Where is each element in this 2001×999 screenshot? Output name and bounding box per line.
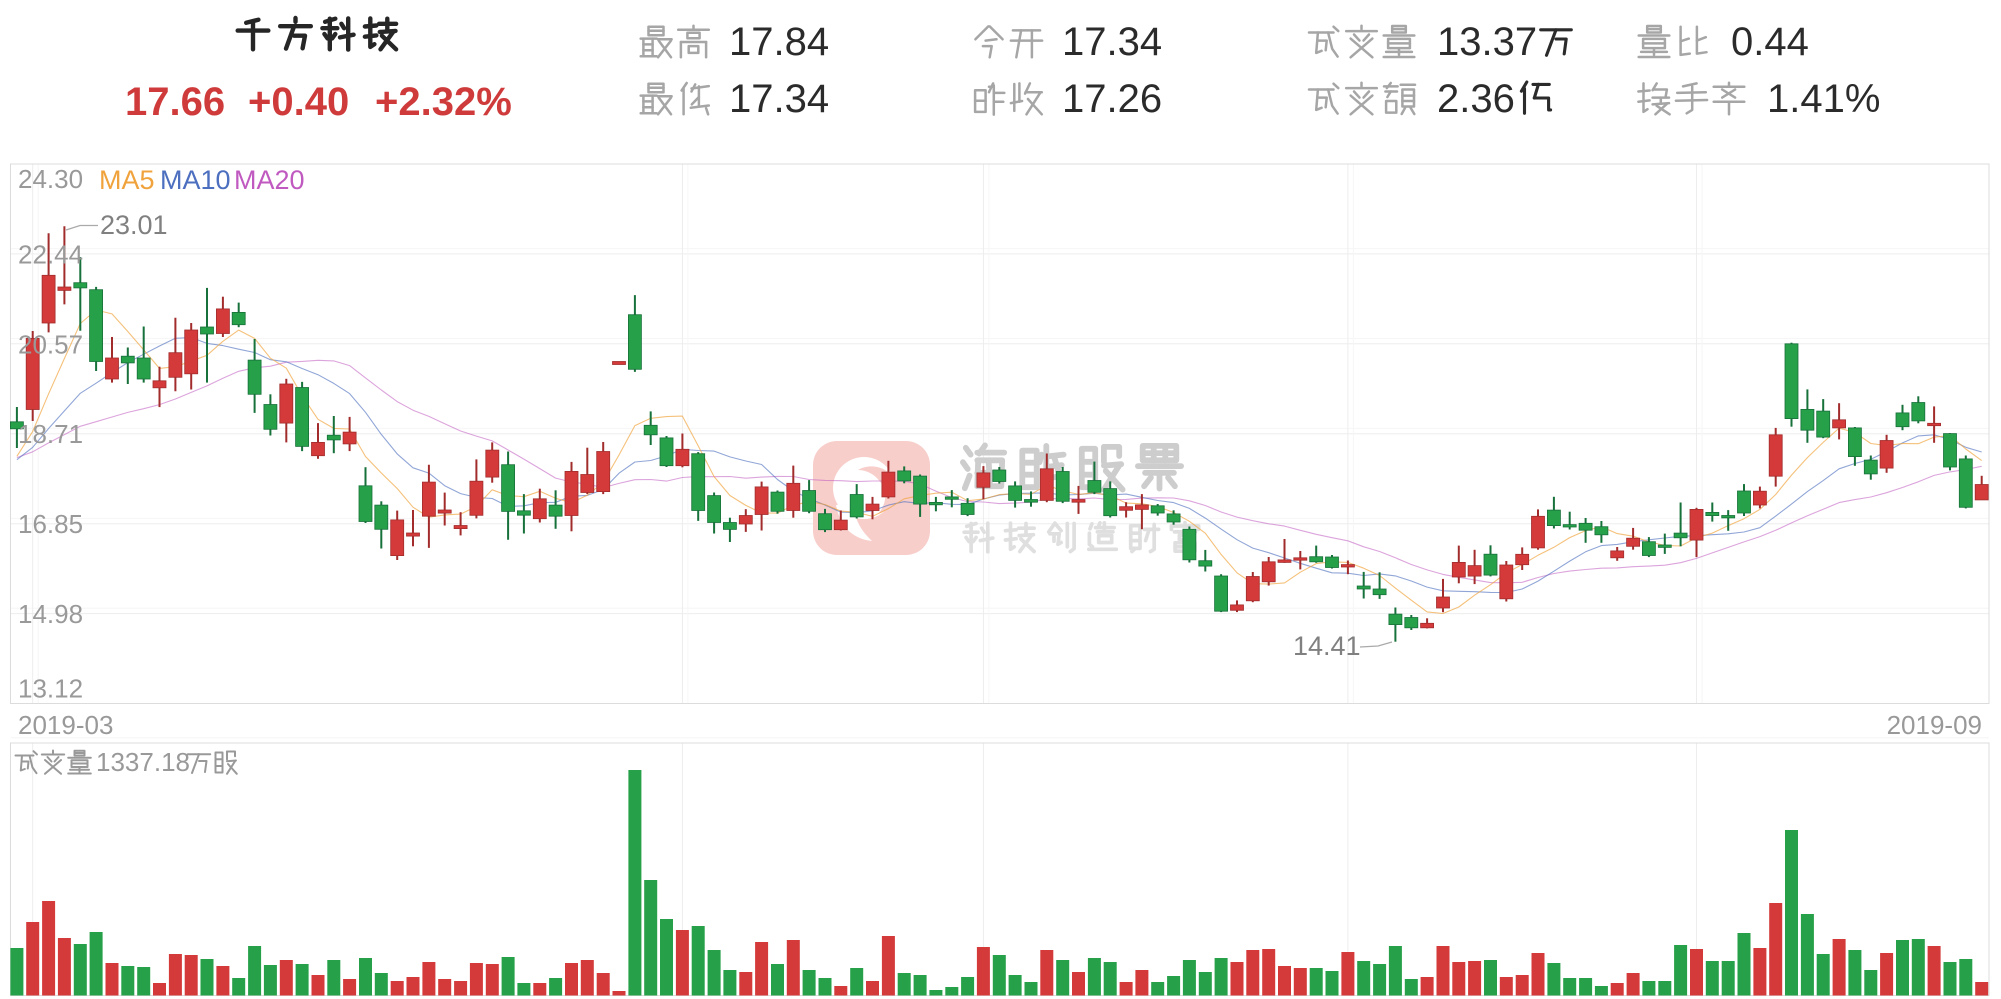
svg-text:22.44: 22.44: [18, 239, 83, 269]
svg-text:14.41: 14.41: [1293, 631, 1361, 661]
svg-text:24.30: 24.30: [18, 164, 83, 194]
svg-text:1337.18: 1337.18: [96, 747, 190, 777]
svg-text:17.84: 17.84: [729, 20, 829, 64]
svg-text:20.57: 20.57: [18, 329, 83, 359]
svg-text:23.01: 23.01: [100, 210, 168, 240]
svg-text:16.85: 16.85: [18, 509, 83, 539]
svg-text:1.41%: 1.41%: [1767, 77, 1880, 121]
svg-text:MA10: MA10: [160, 165, 231, 195]
svg-text:+0.40: +0.40: [248, 80, 349, 124]
svg-text:18.71: 18.71: [18, 419, 83, 449]
svg-text:MA20: MA20: [234, 165, 305, 195]
svg-text:MA5: MA5: [99, 165, 155, 195]
svg-text:14.98: 14.98: [18, 599, 83, 629]
svg-text:+2.32%: +2.32%: [375, 80, 512, 124]
svg-text:13.12: 13.12: [18, 674, 83, 704]
svg-text:13.37: 13.37: [1437, 20, 1537, 64]
svg-text:2019-09: 2019-09: [1887, 710, 1982, 740]
svg-text:17.66: 17.66: [125, 80, 225, 124]
svg-text:17.34: 17.34: [729, 77, 829, 121]
svg-text:17.34: 17.34: [1062, 20, 1162, 64]
svg-text:2.36: 2.36: [1437, 77, 1515, 121]
svg-text:17.26: 17.26: [1062, 77, 1162, 121]
svg-text:0.44: 0.44: [1731, 20, 1809, 64]
svg-text:2019-03: 2019-03: [18, 710, 113, 740]
